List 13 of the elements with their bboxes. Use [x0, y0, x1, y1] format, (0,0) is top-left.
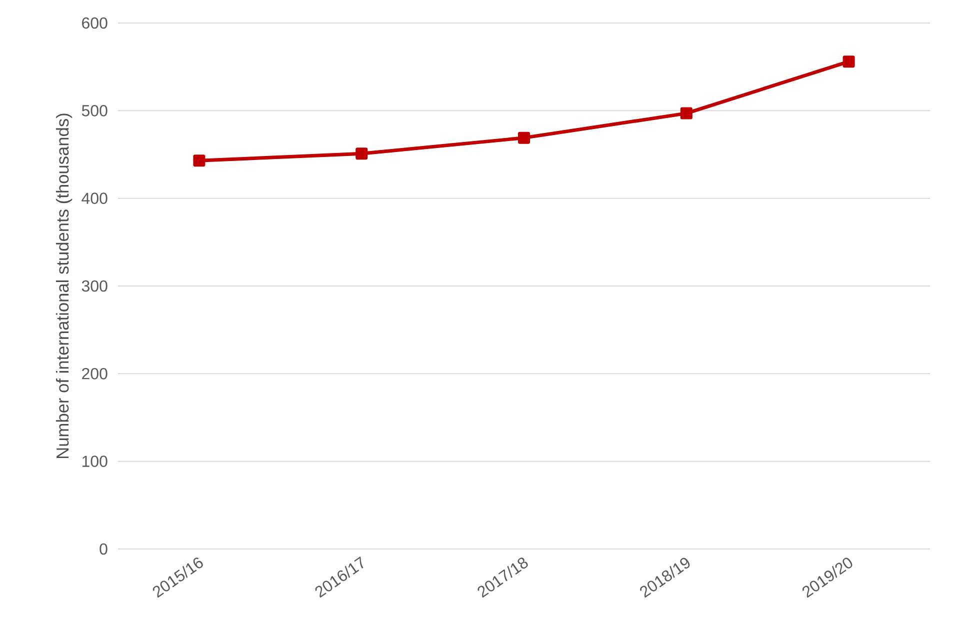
y-tick-label: 100 — [82, 456, 108, 467]
y-tick-label: 200 — [82, 368, 108, 380]
y-tick-label: 400 — [82, 192, 108, 204]
y-axis-title: Number of international students (thousands) — [56, 114, 72, 458]
point — [680, 107, 692, 120]
y-tick-label: 300 — [82, 280, 108, 292]
y-tick-label: 600 — [82, 17, 108, 29]
y-tick-label: 0 — [100, 543, 108, 555]
point — [193, 154, 206, 167]
point — [518, 132, 530, 144]
point — [356, 148, 368, 160]
y-tick-label: 500 — [82, 105, 108, 116]
point — [842, 56, 855, 68]
